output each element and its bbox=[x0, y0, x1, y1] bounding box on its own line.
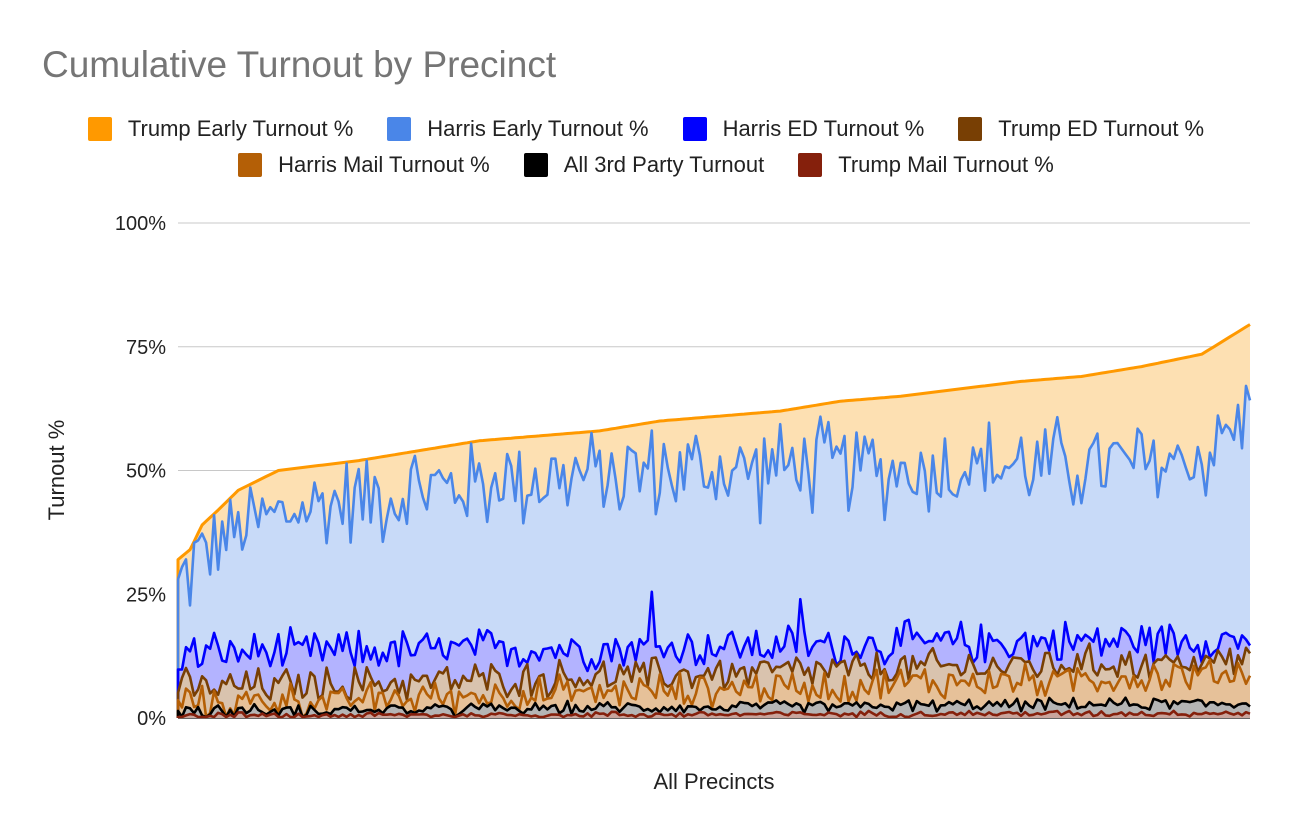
legend-swatch-harris-early bbox=[387, 117, 412, 141]
legend-swatch-trump-ed bbox=[958, 117, 983, 141]
series-line-1 bbox=[176, 384, 1252, 718]
legend-item-third-party[interactable]: All 3rd Party Turnout bbox=[523, 152, 765, 178]
legend-label-third-party: All 3rd Party Turnout bbox=[563, 152, 765, 177]
legend-swatch-third-party bbox=[523, 153, 548, 177]
y-tick-label: 0% bbox=[137, 708, 166, 730]
legend-row-2: Harris Mail Turnout % All 3rd Party Turn… bbox=[0, 152, 1292, 178]
legend-label-trump-ed: Trump ED Turnout % bbox=[998, 116, 1205, 141]
x-axis-label: All Precincts bbox=[653, 769, 774, 794]
y-tick-labels: 0% 25% 50% 75% 100% bbox=[115, 213, 166, 730]
series-line-2 bbox=[176, 590, 1252, 718]
legend-label-trump-early: Trump Early Turnout % bbox=[127, 116, 354, 141]
legend-item-trump-ed[interactable]: Trump ED Turnout % bbox=[958, 116, 1204, 142]
y-tick-label: 25% bbox=[126, 584, 166, 606]
legend-label-harris-early: Harris Early Turnout % bbox=[427, 116, 649, 141]
y-tick-label: 75% bbox=[126, 337, 166, 359]
legend-label-harris-ed: Harris ED Turnout % bbox=[722, 116, 925, 141]
series-line-0 bbox=[176, 323, 1251, 718]
legend-label-trump-mail: Trump Mail Turnout % bbox=[838, 152, 1054, 177]
y-tick-label: 100% bbox=[115, 213, 166, 235]
legend-item-trump-mail[interactable]: Trump Mail Turnout % bbox=[798, 152, 1054, 178]
legend-swatch-harris-mail bbox=[238, 153, 263, 177]
y-tick-label: 50% bbox=[126, 461, 166, 483]
legend-item-trump-early[interactable]: Trump Early Turnout % bbox=[87, 116, 354, 142]
legend-label-harris-mail: Harris Mail Turnout % bbox=[278, 152, 490, 177]
legend-swatch-trump-early bbox=[87, 117, 112, 141]
legend-row-1: Trump Early Turnout % Harris Early Turno… bbox=[0, 116, 1292, 142]
y-axis-label: Turnout % bbox=[44, 420, 69, 521]
series-lines bbox=[176, 323, 1252, 719]
chart-title: Cumulative Turnout by Precinct bbox=[42, 44, 557, 85]
series-area-5 bbox=[178, 697, 1250, 718]
series-areas bbox=[178, 324, 1250, 718]
legend-item-harris-early[interactable]: Harris Early Turnout % bbox=[387, 116, 649, 142]
legend-item-harris-ed[interactable]: Harris ED Turnout % bbox=[682, 116, 925, 142]
legend-swatch-trump-mail bbox=[798, 153, 823, 177]
legend-swatch-harris-ed bbox=[682, 117, 707, 141]
series-line-5 bbox=[176, 696, 1251, 719]
legend-item-harris-mail[interactable]: Harris Mail Turnout % bbox=[238, 152, 490, 178]
series-area-4 bbox=[178, 660, 1250, 718]
series-line-3 bbox=[176, 642, 1252, 718]
series-line-6 bbox=[176, 709, 1251, 719]
